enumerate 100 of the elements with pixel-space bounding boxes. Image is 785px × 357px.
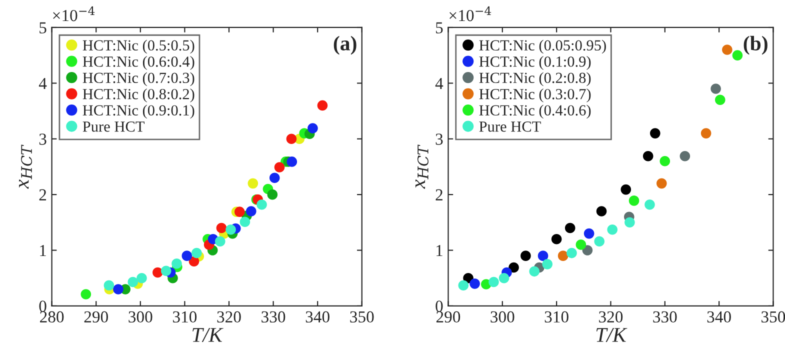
point [584, 228, 594, 239]
point [246, 206, 256, 216]
point [624, 217, 635, 228]
x-axis-title: T/K [596, 328, 628, 342]
annotation: (a) [334, 36, 356, 55]
x-tick-label: 350 [762, 311, 785, 323]
point [470, 278, 480, 289]
y-tick-label: 0 [436, 300, 443, 312]
point [234, 206, 245, 217]
x-tick-label: 320 [217, 311, 241, 323]
x-tick-label: 320 [599, 311, 623, 323]
point [660, 156, 670, 166]
x-tick-label: 300 [490, 311, 514, 323]
point [594, 236, 605, 246]
point [113, 284, 124, 294]
y-tick-label: 4 [435, 78, 444, 89]
x-tick-label: 330 [262, 311, 286, 323]
y-tick-label: 3 [436, 134, 443, 145]
point [248, 178, 258, 189]
point [80, 289, 92, 300]
x-tick-label: 340 [306, 311, 330, 323]
annotation: (b) [744, 36, 768, 55]
point [722, 44, 732, 55]
y-tick-label: 2 [39, 189, 46, 200]
point [582, 245, 593, 256]
point [498, 272, 510, 284]
point [317, 100, 328, 111]
point [160, 266, 172, 276]
legend-label: HCT:Nic (0.4:0.6) [479, 104, 591, 119]
point [256, 199, 267, 210]
point [607, 224, 618, 235]
point [566, 248, 577, 258]
x-tick-label: 330 [653, 311, 677, 323]
x-tick-label: 290 [84, 311, 108, 323]
point [656, 178, 667, 189]
point [240, 216, 250, 228]
point [269, 172, 280, 184]
point [650, 128, 660, 138]
point [628, 196, 640, 206]
point [529, 266, 540, 277]
point [286, 156, 298, 167]
point [136, 272, 147, 284]
x-tick-label: 310 [544, 311, 568, 323]
text: ×10$^{−4}$ [53, 6, 95, 22]
point [538, 250, 548, 261]
x-axis-title: T/K [192, 328, 224, 342]
x-tick-label: 290 [436, 311, 460, 323]
point [542, 259, 553, 270]
legend-label: HCT:Nic (0.3:0.7) [479, 88, 591, 102]
point [644, 199, 655, 210]
y-tick-label: 1 [436, 245, 442, 256]
x-tick-label: 350 [350, 311, 374, 323]
y-tick-label: 2 [436, 189, 442, 200]
legend-label: HCT:Nic (0.9:0.1) [82, 104, 194, 119]
point [551, 234, 562, 244]
point [732, 50, 743, 60]
point [128, 276, 138, 288]
point [558, 250, 568, 261]
point [508, 262, 519, 273]
point [216, 222, 227, 234]
x-tick-label: 340 [707, 311, 731, 323]
x-tick-label: 280 [40, 311, 64, 323]
y-axis-title: x$_{HCT}$ [19, 144, 32, 189]
point [286, 134, 297, 144]
legend-label: HCT:Nic (0.1:0.9) [479, 56, 591, 70]
point [152, 267, 163, 278]
text: ×10$^{−4}$ [450, 6, 492, 22]
point [308, 123, 318, 134]
point [192, 248, 202, 258]
legend-label: Pure HCT [479, 121, 541, 132]
legend-label: HCT:Nic (0.6:0.4) [82, 56, 194, 70]
x-tick-label: 300 [128, 311, 152, 323]
y-tick-label: 0 [39, 300, 46, 312]
point [458, 280, 469, 290]
legend-label: HCT:Nic (0.5:0.5) [82, 40, 194, 54]
point [182, 250, 192, 261]
point [274, 162, 285, 172]
point [576, 240, 586, 250]
point [267, 189, 278, 200]
point [226, 224, 236, 235]
point [488, 276, 499, 288]
point [700, 128, 712, 138]
legend-label: HCT:Nic (0.8:0.2) [82, 88, 194, 102]
y-tick-label: 3 [39, 134, 46, 145]
point [564, 222, 576, 234]
y-tick-label: 5 [436, 22, 443, 34]
point [214, 236, 226, 246]
x-tick-label: 310 [172, 311, 197, 323]
legend-label: HCT:Nic (0.05:0.95) [479, 40, 606, 54]
point [680, 150, 690, 162]
y-tick-label: 4 [38, 78, 47, 89]
legend-label: HCT:Nic (0.2:0.8) [479, 72, 591, 86]
point [520, 250, 531, 261]
point [596, 206, 607, 216]
point [104, 280, 114, 290]
legend-label: HCT:Nic (0.7:0.3) [82, 72, 194, 86]
y-tick-label: 5 [40, 22, 46, 34]
point [710, 84, 721, 94]
point [620, 184, 632, 195]
point [714, 94, 726, 106]
